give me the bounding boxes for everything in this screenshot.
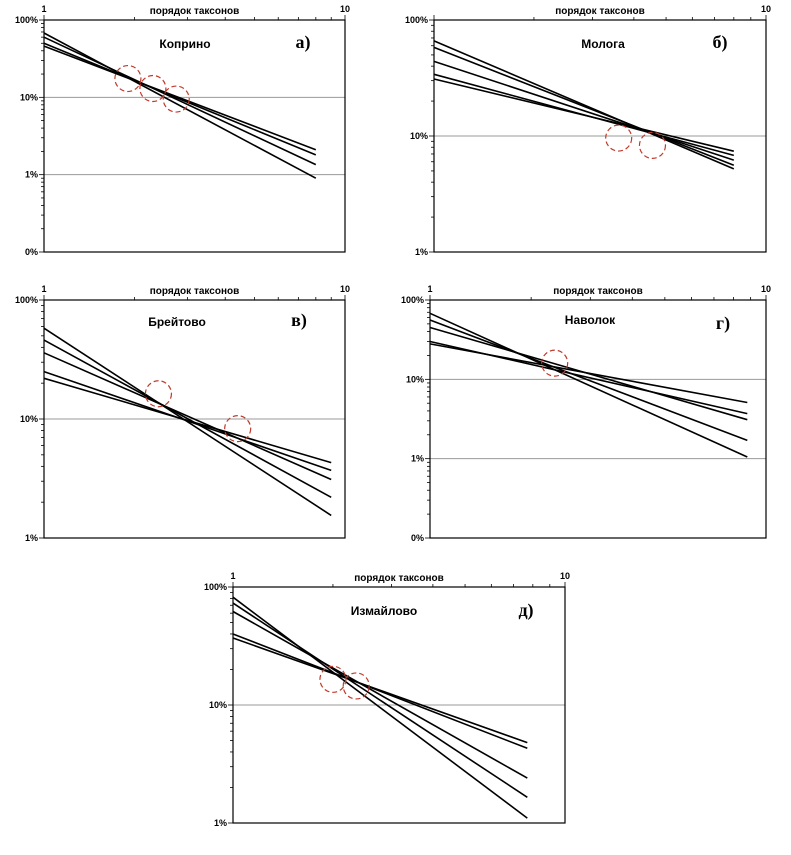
series-line-5 [232,637,528,744]
series-line-1 [433,40,735,170]
series-line-3 [433,60,735,161]
y-tick-label: 0% [411,533,424,543]
y-tick-label: 1% [214,818,227,828]
series-line-1 [232,596,528,819]
x-axis-label: порядок таксонов [150,6,240,17]
series-line-3 [43,352,332,481]
series-line-1 [43,32,317,179]
intersection-circle [319,665,347,693]
y-tick-label: 10% [20,92,38,102]
intersection-circle [114,64,142,93]
panel-title: Брейтово [148,315,206,329]
chart-panel-2: 100% 10% 1% 10 порядок таксонов Молога б) [405,4,771,257]
x-tick-label: 10 [761,284,771,294]
chart-panel-4: 100% 10% 1% 0% 1 10 порядок таксонов Наволок г) [401,284,771,543]
intersection-circle [224,415,252,443]
x-axis-label: порядок таксонов [553,286,643,297]
series-line-2 [43,339,332,499]
x-axis-label: порядок таксонов [555,6,645,17]
series-line-3 [43,42,317,156]
panel-letter: б) [713,32,728,53]
chart-panel-5: 100% 10% 1% 1 10 порядок таксонов Измайлово д) [204,571,570,828]
y-tick-label: 100% [15,295,38,305]
x-tick-label: 10 [761,4,771,14]
series-line-5 [433,78,734,152]
series-line-2 [43,36,317,166]
y-tick-label: 100% [401,295,424,305]
intersection-circle [342,672,370,700]
panel-letter: в) [291,310,307,331]
x-tick-label: 1 [427,284,432,294]
intersection-circle [541,349,569,377]
x-tick-label: 10 [340,4,350,14]
plot-frame [232,586,566,824]
panel-letter: а) [296,32,311,53]
plot-frame [43,19,346,253]
y-tick-label: 10% [20,414,38,424]
y-tick-label: 1% [25,170,38,180]
series-line-5 [429,343,748,404]
x-tick-label: 1 [230,571,235,581]
intersection-circle [605,124,633,152]
x-tick-label: 10 [560,571,570,581]
panel-title: Молога [581,37,625,51]
intersection-circle [144,380,173,408]
chart-panel-3: 100% 10% 1% 1 10 порядок таксонов Брейтово в) [15,284,350,543]
intersection-circle [139,74,167,103]
panel-title: Наволок [565,313,616,327]
intersection-circle [638,131,667,159]
series-line-2 [232,602,528,798]
y-tick-label: 100% [204,582,227,592]
series-line-2 [433,46,735,166]
panel-title: Измайлово [351,604,417,618]
intersection-circle [162,85,190,113]
x-axis-label: порядок таксонов [150,286,240,297]
panel-letter: д) [518,600,533,621]
x-tick-label: 1 [41,4,46,14]
series-line-3 [232,610,528,779]
y-tick-label: 10% [406,374,424,384]
y-tick-label: 0% [25,247,38,257]
y-tick-label: 10% [410,131,428,141]
y-tick-label: 1% [415,247,428,257]
series-line-2 [429,319,748,442]
plot-frame [433,19,767,253]
series-line-1 [429,312,748,458]
y-tick-label: 100% [405,15,428,25]
panel-letter: г) [716,313,730,334]
y-tick-label: 1% [411,454,424,464]
plot-frame [429,299,767,539]
y-tick-label: 100% [15,15,38,25]
y-tick-label: 1% [25,533,38,543]
series-line-4 [232,633,528,750]
panel-title: Коприно [159,37,210,51]
series-line-4 [43,45,317,151]
x-axis-label: порядок таксонов [354,573,444,584]
x-tick-label: 10 [340,284,350,294]
chart-panel-1: 100% 10% 1% 0% 1 10 порядок таксонов Коприно а) [15,4,350,257]
plot-frame [43,299,346,539]
y-tick-label: 10% [209,700,227,710]
series-line-5 [43,377,332,464]
x-tick-label: 1 [41,284,46,294]
